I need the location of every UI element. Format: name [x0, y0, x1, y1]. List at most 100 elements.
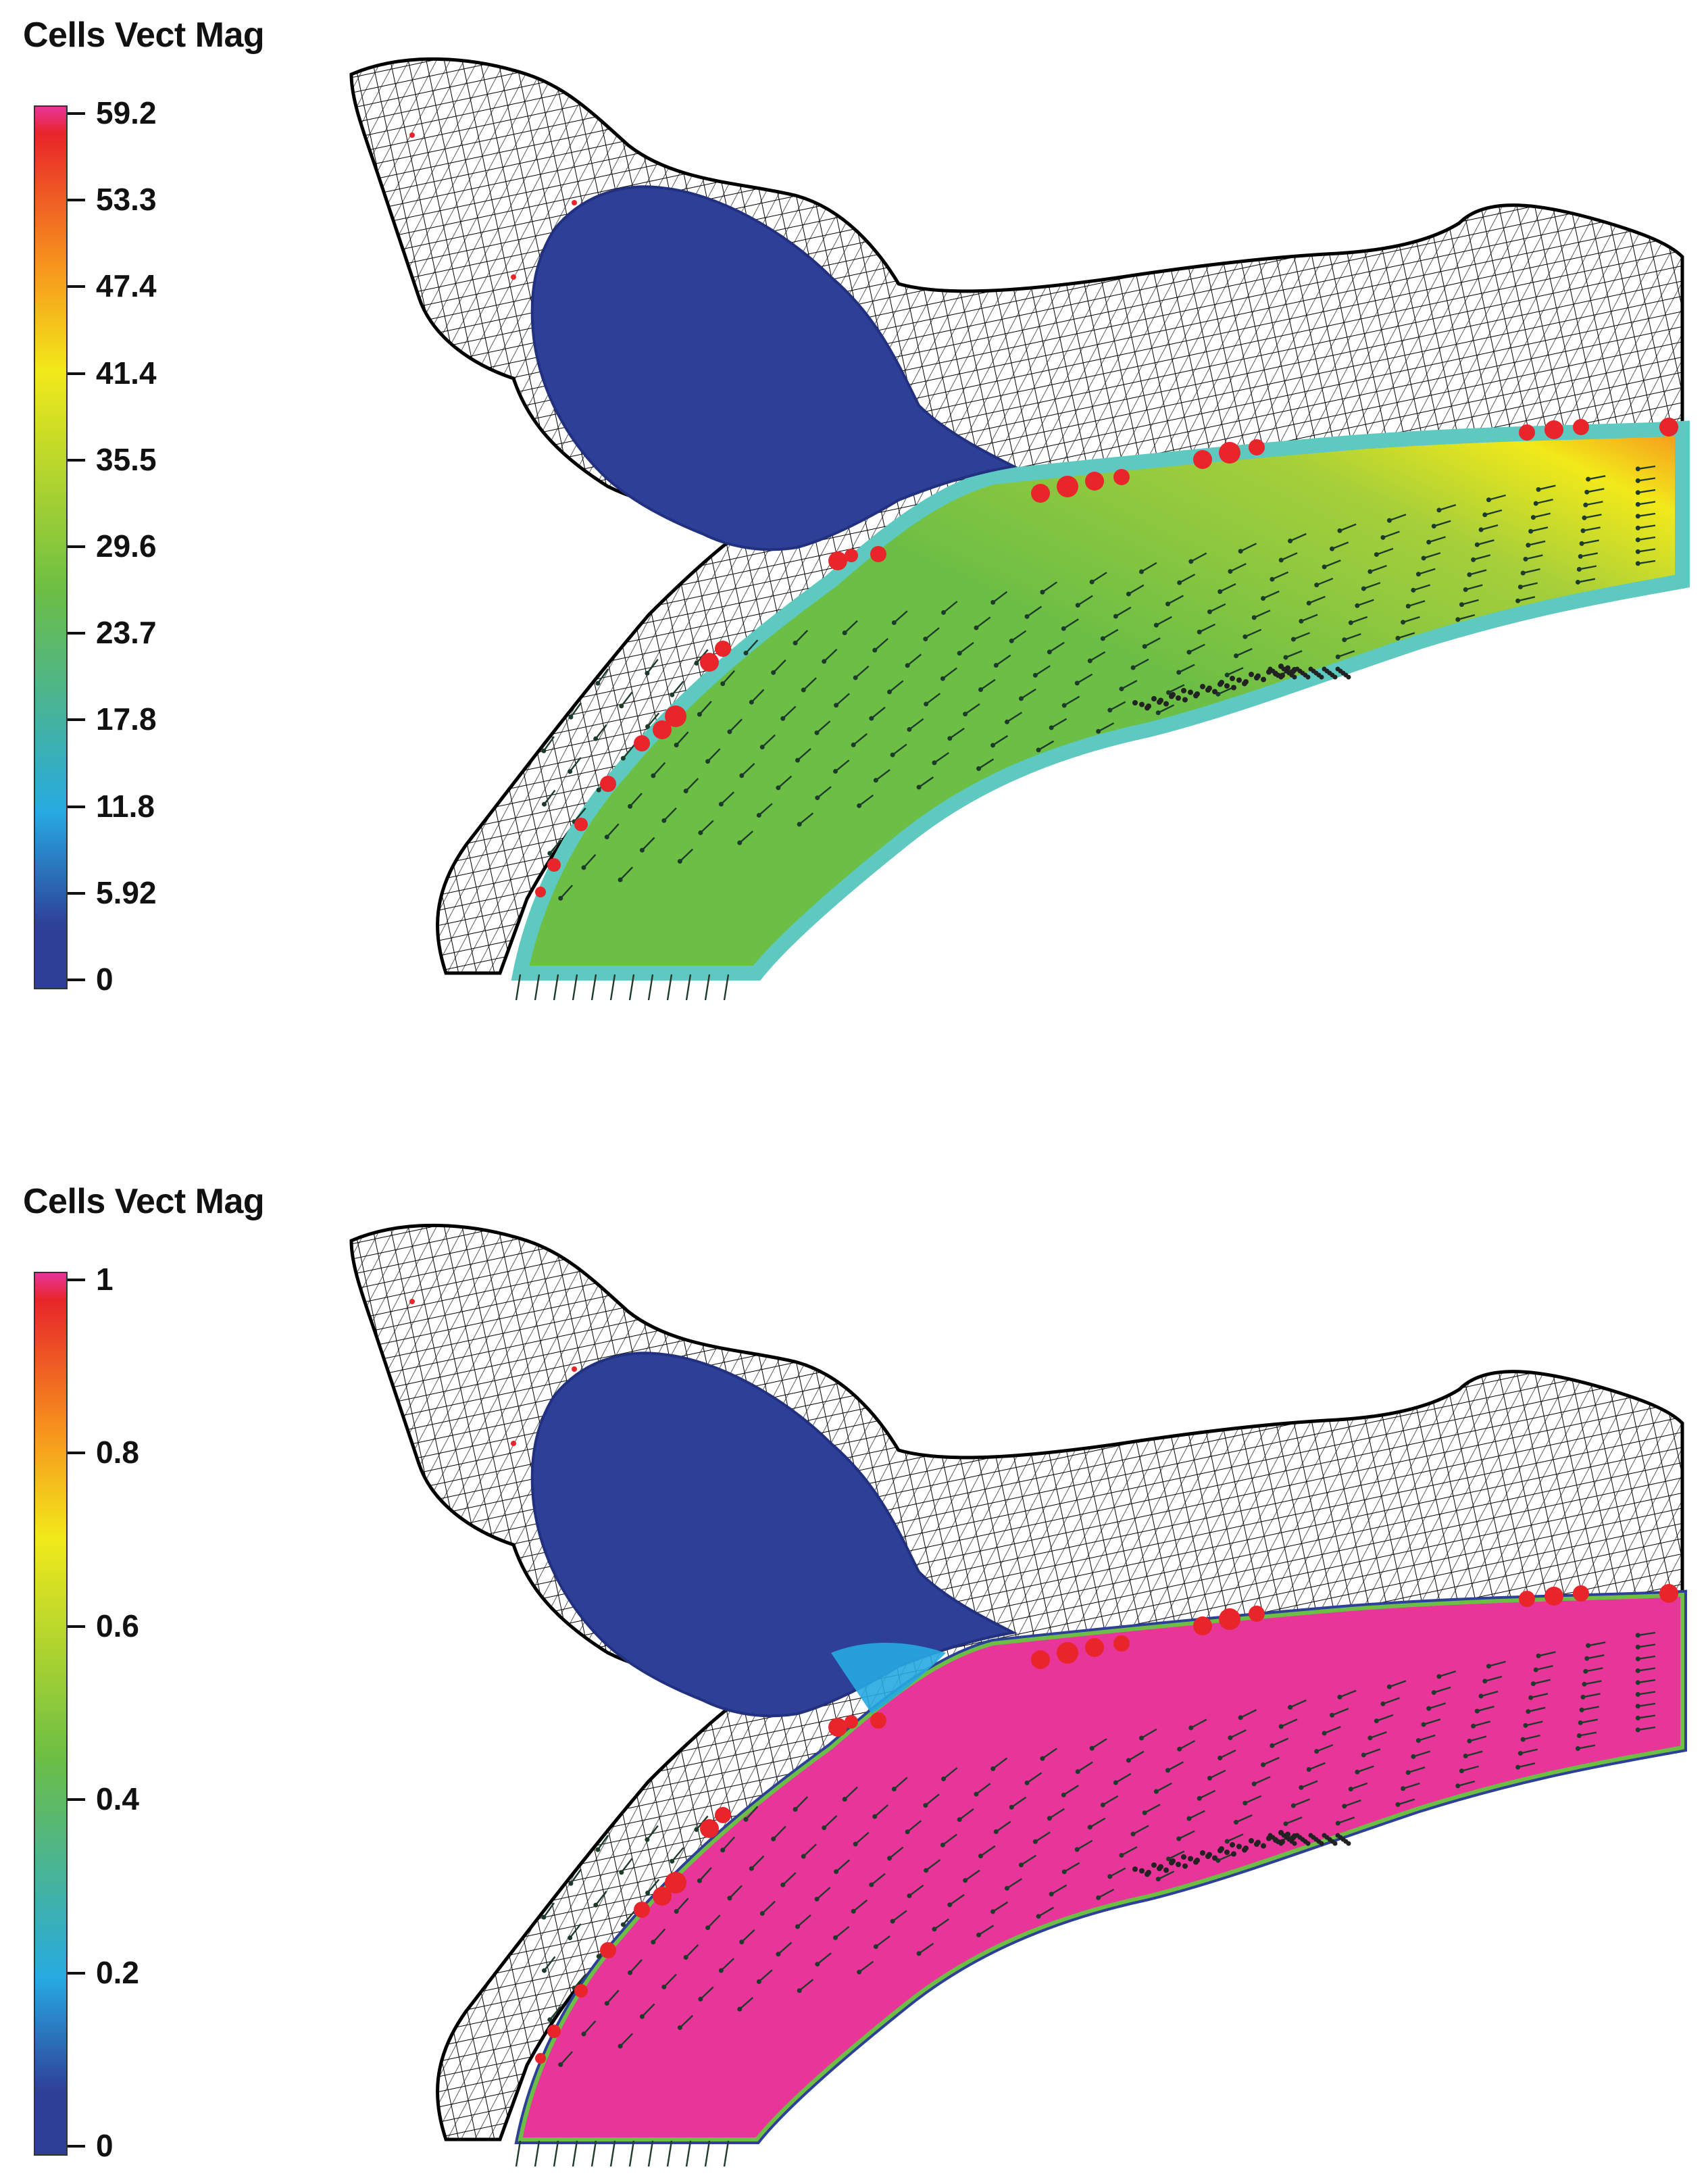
arrow	[1397, 1798, 1415, 1806]
tick-label: 1	[96, 1262, 114, 1297]
arrow-head	[727, 729, 732, 735]
arrow	[959, 1808, 974, 1820]
arrow	[1109, 701, 1126, 711]
arrow	[1538, 485, 1556, 491]
arrow-head	[1207, 609, 1212, 614]
particle	[715, 1807, 731, 1823]
arrow-head	[1635, 514, 1640, 519]
arrow	[925, 693, 941, 705]
arrow-head	[645, 1837, 650, 1842]
arrow-head	[1386, 518, 1392, 523]
arrow-head	[872, 1814, 878, 1819]
arrow	[1638, 1691, 1656, 1695]
arrow-head	[891, 620, 897, 625]
arrow	[1638, 1643, 1656, 1648]
debris	[1205, 1854, 1211, 1859]
particle	[1193, 1616, 1212, 1635]
arrow-head	[963, 712, 968, 717]
debris	[1217, 681, 1223, 687]
particle	[700, 1819, 719, 1838]
arrow	[797, 1914, 811, 1927]
arrow-head	[1455, 1783, 1461, 1789]
arrow	[835, 693, 850, 706]
arrow	[1488, 1660, 1506, 1667]
arrow-head	[978, 1854, 984, 1859]
arrow-head	[697, 712, 702, 717]
inflow-arrow	[534, 2140, 541, 2167]
arrow-head	[595, 680, 601, 686]
arrow	[1020, 1854, 1036, 1866]
arrow-head	[822, 1825, 827, 1831]
arrow-head	[1580, 1694, 1586, 1700]
arrow	[761, 1900, 776, 1914]
arrow-head	[1089, 579, 1095, 585]
debris	[1254, 1841, 1259, 1847]
arrow-head	[924, 1868, 929, 1873]
arrow-head	[1288, 539, 1293, 544]
arrow-head	[1380, 1701, 1386, 1706]
arrow-head	[1197, 1795, 1202, 1801]
arrow	[1484, 509, 1503, 516]
arrow-head	[1380, 535, 1386, 540]
arrow	[1034, 665, 1051, 676]
arrow	[1582, 1693, 1601, 1698]
arrow	[1413, 1750, 1431, 1758]
arrow	[569, 757, 582, 772]
particle-clusters	[409, 1299, 1678, 2064]
inflow-arrow	[609, 974, 616, 1001]
arrow-head	[698, 1996, 703, 2002]
arrow	[1155, 616, 1172, 626]
arrow-head	[1242, 1800, 1248, 1806]
arrow-head	[905, 663, 910, 668]
particle	[535, 2053, 546, 2064]
debris	[1332, 674, 1338, 680]
debris	[1217, 1848, 1223, 1854]
debris	[1163, 1867, 1169, 1873]
debris	[1163, 701, 1169, 707]
inflow-arrow	[666, 2140, 673, 2167]
arrow	[1538, 1651, 1556, 1657]
tick-mark	[68, 112, 85, 115]
arrow-head	[1471, 557, 1476, 562]
arrow-head	[1576, 1733, 1582, 1738]
inflow-arrow	[685, 974, 692, 1001]
arrow	[925, 1793, 940, 1806]
arrow	[652, 762, 666, 776]
arrow-head	[890, 1918, 895, 1924]
arrow-head	[558, 895, 563, 901]
arrow-head	[887, 689, 893, 695]
arrow	[1638, 501, 1656, 505]
arrow-head	[963, 1878, 968, 1883]
arrow	[1389, 514, 1407, 522]
debris	[1305, 1841, 1311, 1846]
debris	[1231, 685, 1236, 691]
debris	[1292, 1841, 1297, 1846]
arrow	[1140, 1728, 1157, 1739]
particle	[1249, 1606, 1265, 1622]
channel-flow-field	[518, 1592, 1684, 2141]
arrow	[875, 769, 890, 781]
arrow	[1077, 1761, 1093, 1773]
arrow	[740, 1929, 755, 1943]
arrow-head	[822, 659, 827, 664]
arrow-head	[568, 1881, 574, 1886]
arrow-head	[619, 1870, 624, 1875]
arrow	[1423, 552, 1441, 560]
arrow-head	[1100, 636, 1105, 641]
particle	[1057, 1642, 1078, 1664]
arrow-head	[1431, 524, 1436, 529]
arrow	[980, 1845, 996, 1857]
arrow-head	[1386, 1684, 1392, 1689]
arrow-head	[547, 851, 553, 856]
arrow	[646, 1825, 659, 1841]
debris	[1319, 1841, 1324, 1846]
arrow-head	[1242, 634, 1248, 639]
arrow	[1382, 1697, 1400, 1705]
arrow	[1167, 1850, 1185, 1860]
arrow	[1461, 1765, 1479, 1772]
arrow	[1179, 1739, 1196, 1750]
arrow	[1089, 1817, 1106, 1828]
arrow	[1407, 1766, 1426, 1774]
arrow-head	[795, 1924, 800, 1929]
inflow-arrow	[515, 974, 522, 1001]
